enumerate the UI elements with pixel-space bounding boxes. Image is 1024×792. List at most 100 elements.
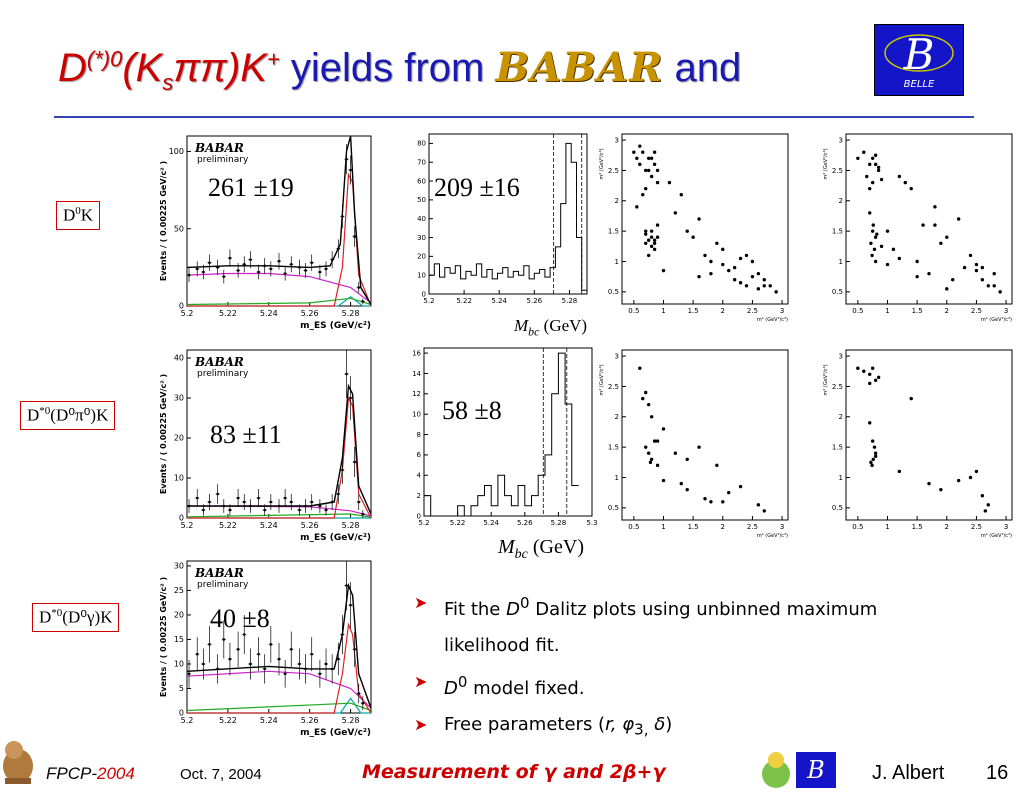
dalitz-event xyxy=(715,241,719,245)
dalitz-event xyxy=(885,229,890,233)
mbc-bottom-sub: bc xyxy=(514,547,528,562)
bullet-arrow-icon: ➤ xyxy=(414,593,428,612)
dalitz-event xyxy=(652,150,657,154)
dalitz-event xyxy=(862,150,866,154)
histogram-bin xyxy=(487,270,492,294)
data-point xyxy=(208,643,211,646)
y-tick-label: 15 xyxy=(174,635,184,644)
dalitz-event xyxy=(635,205,639,209)
dalitz-event xyxy=(968,475,973,480)
dalitz-event xyxy=(655,223,660,227)
dalitz-event xyxy=(744,253,749,258)
y-tick-label: 30 xyxy=(174,394,184,403)
histogram-bin xyxy=(484,485,491,516)
dalitz-event xyxy=(641,396,645,401)
dalitz-event xyxy=(738,281,743,285)
data-point xyxy=(277,657,281,661)
dalitz-event xyxy=(939,487,943,492)
y-tick-label: 25 xyxy=(174,586,184,595)
footer-talk-gamma: γ xyxy=(543,761,557,783)
y-tick-label: 2.5 xyxy=(832,167,843,175)
y-tick-label: 6 xyxy=(417,451,422,459)
histogram-bin xyxy=(503,268,508,294)
y-tick-label: 3 xyxy=(839,136,843,144)
footer-date: Oct. 7, 2004 xyxy=(180,766,262,783)
row-label-d0k-sup: 0 xyxy=(75,205,81,217)
y-tick-label: 0.5 xyxy=(832,288,843,296)
y-tick-label: 12 xyxy=(412,390,421,398)
dalitz-event xyxy=(870,229,875,233)
dalitz-event xyxy=(709,500,713,504)
x-tick-label: 5.26 xyxy=(527,297,543,305)
mbc-axis-label-top: Mbc (GeV) xyxy=(514,316,587,339)
dalitz-event xyxy=(921,223,925,227)
y-tick-label: 2.5 xyxy=(608,167,619,175)
data-point xyxy=(236,269,240,272)
footer-talk-post: 2β+γ xyxy=(609,761,666,783)
dalitz-event xyxy=(641,193,645,197)
histogram-bin xyxy=(558,353,565,516)
babar-wordmark: BABAR xyxy=(194,566,244,580)
dalitz-event xyxy=(873,235,878,239)
dalitz-event xyxy=(873,378,878,383)
y-axis-label: m² (GeV²/c⁴) xyxy=(599,364,605,395)
row-label-dstar-pi0-sup: *0 xyxy=(39,405,51,417)
data-point xyxy=(345,584,348,587)
histogram-outline xyxy=(429,142,587,291)
dalitz-event xyxy=(862,369,866,373)
data-point xyxy=(361,701,365,705)
dalitz-event xyxy=(638,162,642,167)
dalitz-event xyxy=(646,156,651,160)
y-tick-label: 1 xyxy=(839,474,843,482)
dalitz-event xyxy=(652,439,657,443)
dalitz-event xyxy=(655,168,660,173)
dalitz-event xyxy=(644,186,648,191)
y-tick-label: 0 xyxy=(179,302,184,311)
belle-dalitz-d0k-a-chart: 0.5 1 1.5 2 2.5 3 0.5 1 1.5 2 2.5 3 m² (GeV²/c⁴) m² (… xyxy=(598,128,800,324)
title-sub-s: s xyxy=(162,70,174,95)
x-tick-label: 1 xyxy=(661,523,665,531)
y-tick-label: 0.5 xyxy=(608,504,619,512)
data-point xyxy=(257,496,260,500)
dalitz-event xyxy=(945,235,949,239)
x-tick-label: 1.5 xyxy=(912,307,923,315)
dalitz-event xyxy=(756,287,761,291)
dalitz-event xyxy=(644,445,648,449)
data-point xyxy=(222,504,226,508)
dalitz-event xyxy=(876,375,881,380)
y-tick-label: 100 xyxy=(169,147,184,156)
y-tick-label: 3 xyxy=(839,352,843,360)
bbbar-curve xyxy=(186,702,372,712)
babar-mascot-icon xyxy=(762,752,790,788)
histogram-bin xyxy=(532,496,539,516)
data-point xyxy=(249,504,252,508)
data-point xyxy=(336,492,340,496)
dalitz-event xyxy=(909,396,913,401)
x-axis-label: m_ES (GeV/c²) xyxy=(300,728,371,738)
histogram-bin xyxy=(511,506,518,516)
data-point xyxy=(361,300,365,303)
yield-babar-d0k: 261 ±19 xyxy=(208,173,294,202)
histogram-bin xyxy=(478,496,485,516)
data-point xyxy=(283,272,287,275)
dalitz-event xyxy=(655,463,660,468)
footer-author: J. Albert xyxy=(872,762,945,784)
dalitz-event xyxy=(646,238,651,242)
data-point xyxy=(349,168,352,172)
belle-mbc-dstar-pi0-chart: 5.2 5.22 5.24 5.26 5.28 5.3 0 2 4 6 8 10 12 14 16 xyxy=(400,342,600,532)
histogram-bin xyxy=(545,277,550,294)
dalitz-event xyxy=(885,262,890,267)
dalitz-event xyxy=(962,265,967,270)
bullet-0-post: Dalitz plots using unbinned maximum like… xyxy=(444,599,878,656)
data-point xyxy=(318,504,322,508)
data-point xyxy=(228,256,232,260)
title-ks: (K xyxy=(122,46,163,90)
y-tick-label: 20 xyxy=(174,434,184,443)
x-tick-label: 0.5 xyxy=(852,523,863,531)
y-tick-label: 10 xyxy=(174,660,184,669)
dalitz-event xyxy=(756,503,761,507)
histogram-bin xyxy=(519,275,524,294)
histogram-bin xyxy=(508,277,513,294)
data-point xyxy=(222,638,226,641)
bullet-0-pre: Fit the xyxy=(444,599,507,620)
